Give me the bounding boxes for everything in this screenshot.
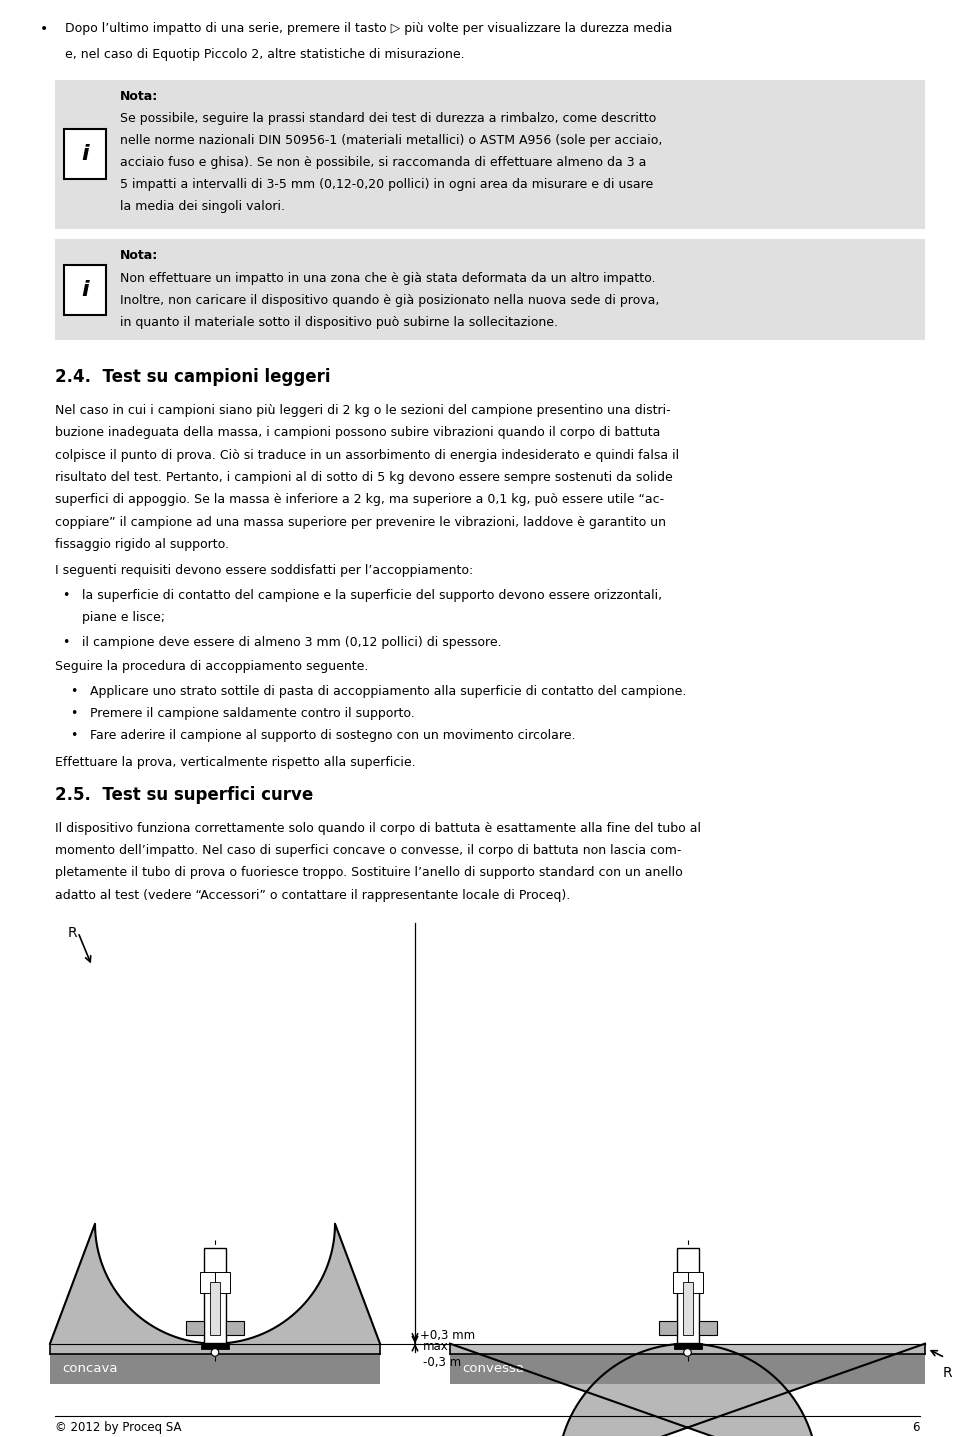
Text: +0,3 mm: +0,3 mm <box>420 1329 475 1342</box>
Bar <box>201 1342 229 1349</box>
Text: acciaio fuso e ghisa). Se non è possibile, si raccomanda di effettuare almeno da: acciaio fuso e ghisa). Se non è possibil… <box>120 157 646 170</box>
Text: •: • <box>70 730 78 743</box>
Text: Se possibile, seguire la prassi standard dei test di durezza a rimbalzo, come de: Se possibile, seguire la prassi standard… <box>120 112 657 125</box>
Bar <box>55 239 925 341</box>
Bar <box>55 79 925 230</box>
Bar <box>683 1282 692 1335</box>
Text: i: i <box>82 280 89 299</box>
Bar <box>50 1354 380 1384</box>
Text: Non effettuare un impatto in una zona che è già stata deformata da un altro impa: Non effettuare un impatto in una zona ch… <box>120 272 656 285</box>
Text: coppiare” il campione ad una massa superiore per prevenire le vibrazioni, laddov: coppiare” il campione ad una massa super… <box>55 516 666 529</box>
Text: in quanto il materiale sotto il dispositivo può subirne la sollecitazione.: in quanto il materiale sotto il disposit… <box>120 316 558 329</box>
Text: nelle norme nazionali DIN 50956-1 (materiali metallici) o ASTM A956 (sole per ac: nelle norme nazionali DIN 50956-1 (mater… <box>120 134 662 147</box>
Text: •: • <box>70 684 78 697</box>
Bar <box>64 264 106 315</box>
Text: Fare aderire il campione al supporto di sostegno con un movimento circolare.: Fare aderire il campione al supporto di … <box>90 730 575 743</box>
Text: buzione inadeguata della massa, i campioni possono subire vibrazioni quando il c: buzione inadeguata della massa, i campio… <box>55 427 660 440</box>
Polygon shape <box>50 1224 380 1384</box>
Text: -0,3 m: -0,3 m <box>423 1355 461 1368</box>
Text: la superficie di contatto del campione e la superficie del supporto devono esser: la superficie di contatto del campione e… <box>82 589 662 602</box>
Text: piane e lisce;: piane e lisce; <box>82 611 165 624</box>
Bar <box>215 1272 230 1293</box>
Text: Nota:: Nota: <box>120 249 158 262</box>
Text: R: R <box>68 927 78 940</box>
Text: •: • <box>40 22 48 36</box>
Bar <box>450 1344 925 1384</box>
Text: Effettuare la prova, verticalmente rispetto alla superficie.: Effettuare la prova, verticalmente rispe… <box>55 756 416 769</box>
Text: 2.4.  Test su campioni leggeri: 2.4. Test su campioni leggeri <box>55 368 330 387</box>
Bar <box>204 1247 226 1342</box>
Text: Nel caso in cui i campioni siano più leggeri di 2 kg o le sezioni del campione p: Nel caso in cui i campioni siano più leg… <box>55 404 671 417</box>
Text: 6: 6 <box>913 1421 920 1434</box>
Bar <box>677 1247 699 1342</box>
Bar <box>673 1272 687 1293</box>
Text: Dopo l’ultimo impatto di una serie, premere il tasto ▷ più volte per visualizzar: Dopo l’ultimo impatto di una serie, prem… <box>65 22 672 34</box>
Text: colpisce il punto di prova. Ciò si traduce in un assorbimento di energia indesid: colpisce il punto di prova. Ciò si tradu… <box>55 448 679 461</box>
Circle shape <box>684 1349 691 1357</box>
Text: pletamente il tubo di prova o fuoriesce troppo. Sostituire l’anello di supporto : pletamente il tubo di prova o fuoriesce … <box>55 867 683 879</box>
Text: convessa: convessa <box>462 1362 524 1375</box>
Text: concava: concava <box>62 1362 117 1375</box>
Text: 2.5.  Test su superfici curve: 2.5. Test su superfici curve <box>55 786 313 803</box>
Text: •: • <box>62 589 69 602</box>
Bar <box>200 1272 215 1293</box>
Text: Applicare uno strato sottile di pasta di accoppiamento alla superficie di contat: Applicare uno strato sottile di pasta di… <box>90 684 686 697</box>
Text: Il dispositivo funziona correttamente solo quando il corpo di battuta è esattame: Il dispositivo funziona correttamente so… <box>55 822 701 835</box>
Bar <box>64 129 106 180</box>
Text: superfici di appoggio. Se la massa è inferiore a 2 kg, ma superiore a 0,1 kg, pu: superfici di appoggio. Se la massa è inf… <box>55 493 664 506</box>
Bar <box>50 1344 380 1384</box>
Text: e, nel caso di Equotip Piccolo 2, altre statistiche di misurazione.: e, nel caso di Equotip Piccolo 2, altre … <box>65 49 465 62</box>
Bar <box>210 1282 220 1335</box>
Bar <box>674 1342 702 1349</box>
Text: 5 impatti a intervalli di 3-5 mm (0,12-0,20 pollici) in ogni area da misurare e : 5 impatti a intervalli di 3-5 mm (0,12-0… <box>120 178 653 191</box>
Bar <box>450 1354 925 1384</box>
Text: il campione deve essere di almeno 3 mm (0,12 pollici) di spessore.: il campione deve essere di almeno 3 mm (… <box>82 635 502 648</box>
Circle shape <box>211 1349 219 1357</box>
Text: momento dell’impatto. Nel caso di superfici concave o convesse, il corpo di batt: momento dell’impatto. Nel caso di superf… <box>55 844 682 856</box>
Text: adatto al test (vedere “Accessori” o contattare il rappresentante locale di Proc: adatto al test (vedere “Accessori” o con… <box>55 890 570 902</box>
Text: Inoltre, non caricare il dispositivo quando è già posizionato nella nuova sede d: Inoltre, non caricare il dispositivo qua… <box>120 293 660 308</box>
Text: max.: max. <box>423 1339 452 1352</box>
Text: la media dei singoli valori.: la media dei singoli valori. <box>120 200 285 213</box>
Text: Seguire la procedura di accoppiamento seguente.: Seguire la procedura di accoppiamento se… <box>55 660 369 673</box>
Text: © 2012 by Proceq SA: © 2012 by Proceq SA <box>55 1421 181 1434</box>
Text: •: • <box>62 635 69 648</box>
Bar <box>659 1321 677 1335</box>
Text: R: R <box>943 1365 952 1380</box>
Text: •: • <box>70 707 78 720</box>
Bar <box>186 1321 204 1335</box>
Text: i: i <box>82 145 89 164</box>
Text: Nota:: Nota: <box>120 89 158 102</box>
Text: Premere il campione saldamente contro il supporto.: Premere il campione saldamente contro il… <box>90 707 415 720</box>
Polygon shape <box>450 1344 925 1437</box>
Bar <box>699 1321 716 1335</box>
Bar <box>226 1321 244 1335</box>
Bar <box>687 1272 703 1293</box>
Text: I seguenti requisiti devono essere soddisfatti per l’accoppiamento:: I seguenti requisiti devono essere soddi… <box>55 565 473 578</box>
Text: fissaggio rigido al supporto.: fissaggio rigido al supporto. <box>55 537 229 552</box>
Text: risultato del test. Pertanto, i campioni al di sotto di 5 kg devono essere sempr: risultato del test. Pertanto, i campioni… <box>55 471 673 484</box>
